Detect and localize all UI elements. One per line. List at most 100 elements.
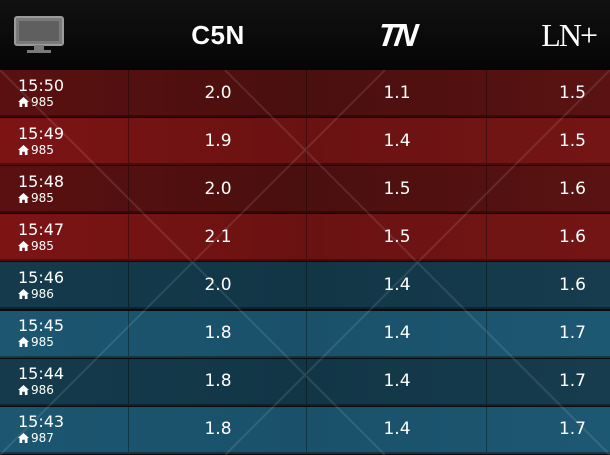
tn-rating-cell: 1.4 <box>306 310 487 356</box>
tn-rating: 1.1 <box>383 82 411 103</box>
time-cell: 15:45 985 <box>0 311 128 356</box>
time-cell: 15:49 985 <box>0 118 128 163</box>
tn-rating: 1.5 <box>383 226 411 247</box>
home-icon <box>18 288 29 299</box>
home-count: 986 <box>18 383 54 397</box>
c5n-rating-cell: 2.0 <box>128 70 307 115</box>
channel-c5n: C5N <box>130 0 306 70</box>
ln-rating-cell: 1.6 <box>486 214 610 260</box>
tn-rating-cell: 1.4 <box>306 262 487 308</box>
table-row: 15:50 985 2.0 1.1 1.5 <box>0 70 610 117</box>
time-label: 15:46 <box>18 267 65 287</box>
c5n-rating: 2.0 <box>204 82 232 103</box>
time-label: 15:50 <box>18 75 65 95</box>
home-value: 986 <box>31 383 54 398</box>
c5n-rating: 1.9 <box>204 130 232 151</box>
channel-header: C5N TN LN+ <box>0 0 610 70</box>
ln-rating-cell: 1.5 <box>486 70 610 115</box>
tn-rating-cell: 1.4 <box>306 118 487 164</box>
home-icon <box>18 337 29 347</box>
c5n-rating-cell: 1.8 <box>128 310 307 356</box>
time-label: 15:44 <box>18 364 65 384</box>
tn-logo: TN <box>375 16 417 53</box>
c5n-rating: 1.8 <box>204 323 232 343</box>
ln-rating-cell: 1.7 <box>486 310 610 356</box>
ln-plus-logo: LN+ <box>541 16 598 53</box>
c5n-rating-cell: 1.9 <box>128 118 307 164</box>
ln-rating-cell: 1.7 <box>486 406 610 452</box>
tn-rating: 1.5 <box>383 178 411 199</box>
table-row: 15:46 986 2.0 1.4 1.6 <box>0 262 610 310</box>
channel-ln: LN+ <box>486 0 610 70</box>
channel-tn: TN <box>306 0 486 70</box>
time-label: 15:45 <box>18 316 65 335</box>
home-value: 985 <box>31 238 54 253</box>
home-icon <box>18 144 29 155</box>
tn-rating-cell: 1.5 <box>306 166 487 212</box>
c5n-logo: C5N <box>191 19 245 50</box>
time-cell: 15:43 987 <box>0 407 128 452</box>
c5n-rating: 1.8 <box>204 371 232 392</box>
c5n-rating: 1.8 <box>204 419 232 440</box>
ratings-table: 15:50 985 2.0 1.1 1.5 15:49 985 1.9 1.4 1.5 15:48 9… <box>0 70 610 455</box>
home-icon <box>18 192 29 203</box>
ln-rating: 1.5 <box>558 82 586 103</box>
ln-rating: 1.7 <box>558 323 586 343</box>
c5n-rating-cell: 1.8 <box>128 406 307 452</box>
home-value: 987 <box>31 431 54 446</box>
c5n-rating-cell: 1.8 <box>128 358 307 404</box>
table-row: 15:47 985 2.1 1.5 1.6 <box>0 214 610 262</box>
ln-rating: 1.7 <box>558 419 586 440</box>
home-count: 985 <box>18 191 54 205</box>
c5n-rating: 2.1 <box>204 226 232 247</box>
c5n-rating: 2.0 <box>204 178 232 199</box>
home-count: 985 <box>18 335 54 349</box>
table-row: 15:45 985 1.8 1.4 1.7 <box>0 310 610 358</box>
tn-rating-cell: 1.4 <box>306 358 487 404</box>
ln-rating: 1.7 <box>558 371 586 392</box>
time-label: 15:43 <box>18 412 65 432</box>
home-value: 985 <box>31 335 54 349</box>
home-count: 985 <box>18 143 54 157</box>
c5n-rating-cell: 2.1 <box>128 214 307 260</box>
time-cell: 15:47 985 <box>0 214 128 259</box>
home-icon <box>18 433 29 444</box>
home-count: 986 <box>18 287 54 301</box>
home-icon <box>18 96 29 107</box>
home-value: 985 <box>31 94 54 109</box>
table-row: 15:49 985 1.9 1.4 1.5 <box>0 118 610 166</box>
home-count: 985 <box>18 239 54 253</box>
monitor-icon <box>14 16 64 53</box>
time-cell: 15:50 985 <box>0 70 128 115</box>
home-icon <box>18 240 29 251</box>
time-cell: 15:44 986 <box>0 359 128 404</box>
tn-rating: 1.4 <box>383 419 411 440</box>
tn-rating-cell: 1.5 <box>306 214 487 260</box>
time-label: 15:49 <box>18 123 65 143</box>
time-label: 15:47 <box>18 219 65 239</box>
ln-rating-cell: 1.6 <box>486 166 610 212</box>
home-value: 985 <box>31 190 54 205</box>
c5n-rating-cell: 2.0 <box>128 166 307 212</box>
time-cell: 15:48 985 <box>0 166 128 211</box>
home-icon <box>18 385 29 396</box>
tn-rating-cell: 1.4 <box>306 406 487 452</box>
home-count: 987 <box>18 431 54 445</box>
c5n-rating: 2.0 <box>204 274 232 295</box>
table-row: 15:44 986 1.8 1.4 1.7 <box>0 358 610 406</box>
c5n-rating-cell: 2.0 <box>128 262 307 308</box>
ln-rating: 1.6 <box>558 178 586 199</box>
ln-rating: 1.5 <box>558 130 586 151</box>
tn-rating: 1.4 <box>383 371 411 392</box>
time-label: 15:48 <box>18 171 65 191</box>
tn-rating: 1.4 <box>383 130 411 151</box>
monitor-icon-cell <box>0 0 78 70</box>
home-value: 986 <box>31 286 54 301</box>
ln-rating-cell: 1.6 <box>486 262 610 308</box>
time-cell: 15:46 986 <box>0 262 128 307</box>
home-count: 985 <box>18 95 54 109</box>
tn-rating-cell: 1.1 <box>306 70 487 115</box>
table-row: 15:48 985 2.0 1.5 1.6 <box>0 166 610 214</box>
ln-rating-cell: 1.5 <box>486 118 610 164</box>
